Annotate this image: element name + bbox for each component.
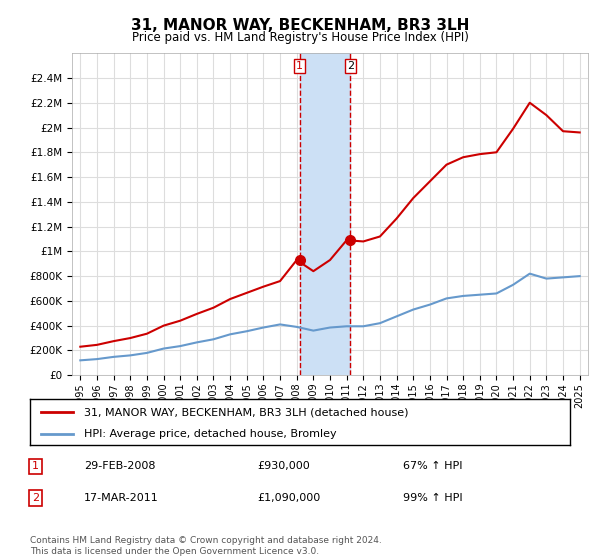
Text: 1: 1	[32, 461, 39, 472]
Text: 2: 2	[347, 61, 354, 71]
Text: 1: 1	[296, 61, 303, 71]
Text: 99% ↑ HPI: 99% ↑ HPI	[403, 493, 462, 503]
Text: 31, MANOR WAY, BECKENHAM, BR3 3LH: 31, MANOR WAY, BECKENHAM, BR3 3LH	[131, 18, 469, 34]
Text: 67% ↑ HPI: 67% ↑ HPI	[403, 461, 462, 472]
Text: Contains HM Land Registry data © Crown copyright and database right 2024.
This d: Contains HM Land Registry data © Crown c…	[30, 536, 382, 556]
Text: Price paid vs. HM Land Registry's House Price Index (HPI): Price paid vs. HM Land Registry's House …	[131, 31, 469, 44]
Text: 17-MAR-2011: 17-MAR-2011	[84, 493, 159, 503]
Text: 31, MANOR WAY, BECKENHAM, BR3 3LH (detached house): 31, MANOR WAY, BECKENHAM, BR3 3LH (detac…	[84, 407, 409, 417]
Text: 29-FEB-2008: 29-FEB-2008	[84, 461, 155, 472]
Text: HPI: Average price, detached house, Bromley: HPI: Average price, detached house, Brom…	[84, 429, 337, 438]
Text: £1,090,000: £1,090,000	[257, 493, 320, 503]
Text: £930,000: £930,000	[257, 461, 310, 472]
Bar	[299, 53, 350, 375]
Text: 2: 2	[32, 493, 39, 503]
